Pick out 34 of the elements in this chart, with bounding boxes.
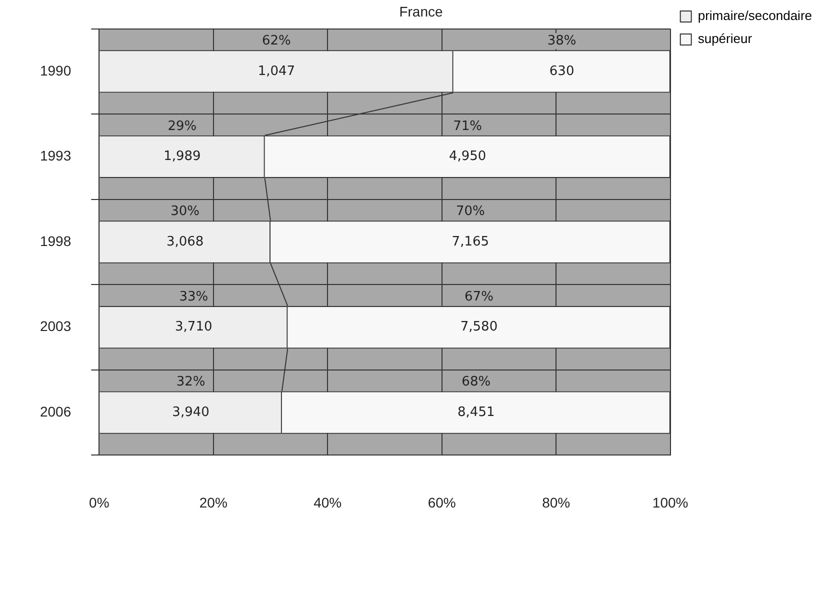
- data-label: 33%: [179, 289, 208, 304]
- annotation: 7,165: [452, 234, 490, 250]
- annotation: 3,940: [172, 404, 210, 420]
- annotation: 630: [549, 64, 574, 79]
- data-label: 38%: [547, 33, 576, 48]
- annotation: 7,580: [460, 320, 498, 335]
- data-label: 70%: [456, 204, 485, 220]
- y-tick-label: 2003: [40, 318, 72, 334]
- x-tick-label: 100%: [652, 494, 688, 510]
- annotation: 8,451: [458, 404, 495, 420]
- y-tick-label: 1990: [40, 62, 72, 78]
- data-label: 30%: [170, 204, 200, 220]
- y-tick-label: 1998: [40, 232, 72, 249]
- legend-label: primaire/secondaire: [698, 8, 812, 24]
- annotation: 1,047: [258, 64, 296, 79]
- legend-label: supérieur: [698, 31, 753, 46]
- annotation: 3,710: [175, 320, 212, 335]
- annotation: 3,068: [166, 234, 204, 250]
- x-tick-label: 20%: [199, 494, 228, 510]
- annotation: 1,989: [164, 149, 201, 164]
- data-label: 67%: [464, 289, 494, 304]
- data-label: 62%: [262, 33, 291, 48]
- y-tick-label: 1993: [40, 148, 72, 164]
- data-label: 29%: [168, 118, 197, 134]
- data-label: 32%: [176, 374, 206, 390]
- x-tick-label: 60%: [428, 494, 456, 510]
- data-label: 68%: [462, 374, 491, 390]
- x-tick-label: 0%: [89, 494, 110, 510]
- x-tick-label: 40%: [314, 494, 342, 510]
- x-tick-label: 80%: [542, 494, 570, 510]
- chart-title: France: [399, 3, 443, 20]
- data-label: 71%: [453, 118, 482, 134]
- annotation: 4,950: [448, 149, 486, 164]
- y-tick-label: 2006: [40, 403, 72, 420]
